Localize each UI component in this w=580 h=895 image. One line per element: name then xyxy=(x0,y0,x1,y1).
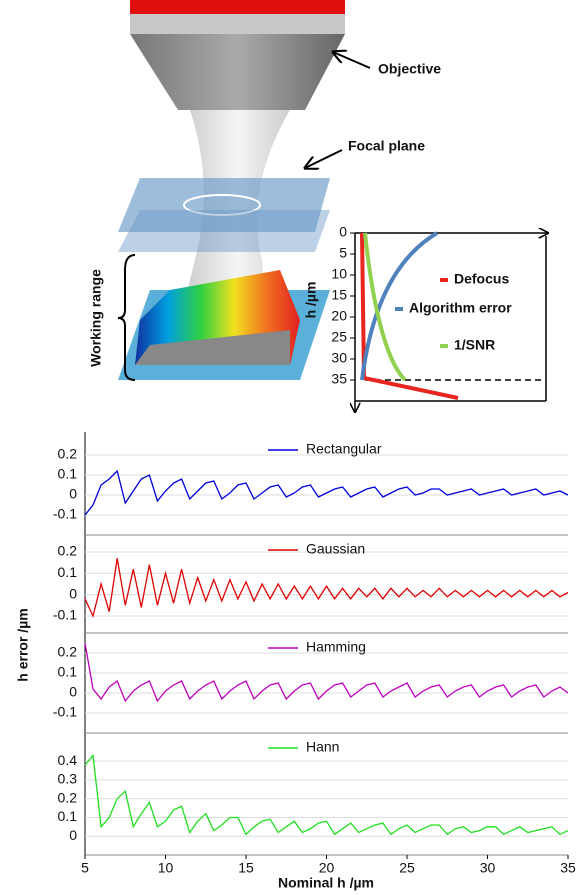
y-tick-label: 0 xyxy=(69,684,77,700)
y-tick-label: 0 xyxy=(339,224,347,240)
y-axis-label: h error /µm xyxy=(15,608,31,681)
y-tick-label: 0 xyxy=(69,486,77,502)
x-tick-label: 35 xyxy=(560,860,576,876)
x-tick-label: 25 xyxy=(399,860,415,876)
y-tick-label: 0.2 xyxy=(58,789,78,805)
y-tick-label: -0.1 xyxy=(53,704,77,720)
x-axis-label: Nominal h /µm xyxy=(278,875,374,891)
y-tick-label: 0.2 xyxy=(58,446,78,462)
y-tick-label: 35 xyxy=(331,371,347,387)
y-tick-label: 5 xyxy=(339,245,347,261)
y-tick-label: 0.1 xyxy=(58,808,78,824)
x-tick-label: 5 xyxy=(81,860,89,876)
series-line xyxy=(84,642,569,703)
y-tick-label: 15 xyxy=(331,287,347,303)
legend-label: 1/SNR xyxy=(454,337,495,353)
legend-label: Gaussian xyxy=(306,541,365,557)
y-tick-label: 0.1 xyxy=(58,466,78,482)
inset: h /µm xyxy=(303,233,548,412)
y-tick-label: 0.1 xyxy=(58,564,78,580)
focal-plane-label: Focal plane xyxy=(348,138,425,154)
series-line xyxy=(84,558,569,618)
x-tick-label: 30 xyxy=(480,860,496,876)
y-tick-label: 30 xyxy=(331,350,347,366)
x-tick-label: 15 xyxy=(238,860,254,876)
illustration: Objective Focal plane Working range xyxy=(88,0,441,381)
inset-y-label: h /µm xyxy=(303,282,319,319)
series-line xyxy=(84,753,569,836)
y-tick-label: 20 xyxy=(331,308,347,324)
legend-label: Rectangular xyxy=(306,441,382,457)
y-tick-label: -0.1 xyxy=(53,506,77,522)
y-tick-label: 0.3 xyxy=(58,771,78,787)
series-line xyxy=(84,469,569,516)
y-tick-label: 0.1 xyxy=(58,664,78,680)
y-tick-label: -0.1 xyxy=(53,607,77,623)
y-tick-label: 25 xyxy=(331,329,347,345)
objective-label: Objective xyxy=(378,61,441,77)
y-tick-label: 0 xyxy=(69,827,77,843)
x-tick-label: 20 xyxy=(319,860,335,876)
legend-label: Defocus xyxy=(454,271,509,287)
legend-label: Hamming xyxy=(306,639,366,655)
y-tick-label: 0.4 xyxy=(58,752,78,768)
x-tick-label: 10 xyxy=(158,860,174,876)
legend-label: Algorithm error xyxy=(409,300,512,316)
legend-label: Hann xyxy=(306,739,339,755)
y-tick-label: 0 xyxy=(69,585,77,601)
y-tick-label: 0.2 xyxy=(58,543,78,559)
y-tick-label: 10 xyxy=(331,266,347,282)
working-range-label: Working range xyxy=(88,269,104,367)
y-tick-label: 0.2 xyxy=(58,644,78,660)
